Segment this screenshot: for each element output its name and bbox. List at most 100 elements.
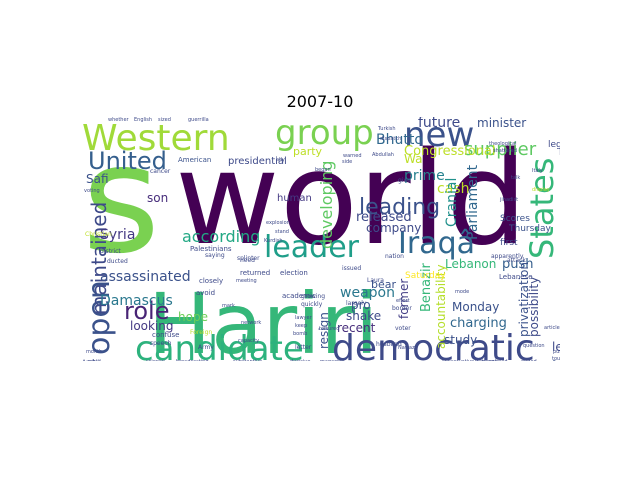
cloud-word: warned (343, 153, 362, 159)
cloud-word: lawyer (295, 315, 313, 321)
cloud-word: released (356, 210, 412, 225)
cloud-word: legal (548, 140, 560, 150)
cloud-word: Army (198, 344, 214, 351)
cloud-word: Congressional (404, 144, 496, 159)
cloud-word: month (86, 349, 102, 355)
cloud-word: accountability (434, 264, 448, 349)
cloud-word: maintained (87, 202, 111, 315)
cloud-word: minister (477, 117, 526, 130)
cloud-word: cash (437, 181, 469, 197)
cloud-word: Nawaz (398, 345, 415, 351)
cloud-word: need (240, 257, 255, 264)
cloud-word: question (523, 343, 545, 349)
cloud-word: avoid (196, 289, 215, 297)
cloud-word: explosion (266, 220, 290, 226)
cloud-word: splinter (237, 255, 260, 262)
cloud-word: side (342, 159, 352, 165)
cloud-word: shake (346, 309, 381, 323)
cloud-word: display (532, 187, 550, 193)
cloud-word: growing (301, 293, 325, 300)
cloud-word: assassinated (100, 269, 191, 285)
cloud-word: science (146, 359, 165, 361)
cloud-word: Hariri (148, 275, 378, 361)
cloud-word: group (275, 117, 374, 153)
cloud-word: capacity (238, 338, 259, 344)
cloud-word: Thursday (508, 224, 552, 234)
cloud-word: democratic (332, 328, 535, 361)
cloud-word: bear (371, 278, 396, 291)
cloud-word: United (88, 147, 167, 175)
cloud-word: letter (295, 344, 312, 351)
cloud-word: leader (264, 230, 360, 265)
cloud-word: pursuit (553, 349, 560, 355)
cloud-word: keep (295, 323, 307, 329)
cloud-word: Bhutto (376, 132, 423, 148)
cloud-word: supplier (464, 139, 537, 160)
cloud-word: meeting (236, 278, 257, 284)
cloud-word: issued (342, 265, 361, 272)
cloud-word: theological (489, 141, 516, 147)
cloud-word: dispatch (380, 136, 401, 142)
cloud-word: Syria (100, 227, 135, 243)
cloud-word: broadcasting (176, 359, 209, 361)
cloud-word: confuse (152, 331, 179, 339)
cloud-word: Wa (404, 152, 422, 166)
cloud-word: pro (351, 298, 371, 312)
cloud-word: Palestinians (190, 245, 232, 253)
cloud-word: Kurdish (264, 238, 283, 244)
cloud-word: presidential (228, 156, 287, 167)
cloud-word: largely (346, 300, 367, 307)
cloud-word: conservative (442, 359, 474, 361)
cloud-word: States (523, 158, 560, 259)
cloud-word: role (124, 297, 169, 325)
cloud-word: message (475, 359, 497, 361)
cloud-word: hope (178, 310, 208, 324)
cloud-word: leading (359, 195, 440, 220)
cloud-word: possibility (527, 277, 541, 337)
cloud-word: whether (108, 117, 130, 123)
cloud-word: effort (396, 298, 410, 304)
cloud-word: shattered (493, 148, 517, 154)
cloud-word: looking (130, 319, 174, 333)
cloud-word: Western (82, 118, 230, 159)
cloud-word: future (418, 117, 460, 131)
cloud-word: district (100, 248, 121, 255)
cloud-word: article (544, 325, 560, 331)
cloud-word: Monday (452, 300, 499, 314)
cloud-word: English (134, 117, 152, 123)
cloud-word: sized (158, 117, 171, 123)
cloud-word: Scores (500, 214, 530, 224)
cloud-word: Iraqâ (398, 226, 475, 261)
cloud-word: first (500, 238, 518, 248)
cloud-word: Damascus (100, 293, 173, 309)
cloud-word: Benazir (419, 262, 434, 312)
cloud-word: found (552, 360, 560, 361)
cloud-word: translated (482, 359, 508, 361)
cloud-word: began (315, 167, 331, 173)
cloud-word: Lebanese (499, 273, 533, 281)
cloud-word: voter (395, 325, 411, 332)
cloud-word: Parliament (465, 164, 481, 240)
cloud-word: Cranial (444, 178, 460, 227)
cloud-word: push (502, 257, 534, 272)
cloud-word: Turkish (377, 126, 396, 132)
cloud-word: returned (240, 269, 270, 277)
cloud-word: ducted (107, 258, 128, 265)
cloud-word: open (82, 280, 117, 355)
cloud-word: Foreign (190, 329, 212, 336)
cloud-word: attack (507, 257, 526, 264)
cloud-word: privatization (517, 262, 531, 337)
cloud-word: academic (282, 292, 316, 300)
cloud-word: charging (450, 316, 507, 331)
cloud-word: election (280, 269, 308, 277)
cloud-word: border (392, 305, 412, 312)
cloud-word: substantive (233, 359, 262, 361)
cloud-word: s (82, 117, 160, 287)
cloud-word: Italy (532, 168, 543, 174)
cloud-word: closely (199, 277, 223, 285)
cloud-word: cancer (150, 168, 171, 175)
word-cloud: world Hariri s Western group new democratic can… (80, 117, 560, 361)
cloud-word: decisive (290, 359, 310, 361)
cloud-word: apparently (491, 253, 524, 260)
cloud-word: company (366, 221, 421, 235)
